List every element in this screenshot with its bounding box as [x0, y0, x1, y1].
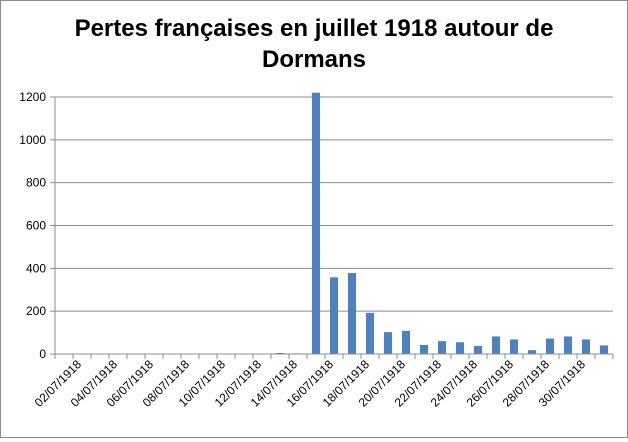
y-tick-label: 400 [26, 261, 46, 275]
y-tick-label: 800 [26, 176, 46, 190]
bar-25/07/1918 [492, 336, 500, 354]
bar-15/07/1918 [312, 93, 320, 354]
bar-26/07/1918 [510, 339, 518, 354]
bar-23/07/1918 [456, 342, 464, 354]
bar-21/07/1918 [420, 345, 428, 354]
chart-title-line-2: Dormans [262, 46, 366, 73]
bar-17/07/1918 [348, 273, 356, 354]
bars [186, 93, 608, 354]
bar-19/07/1918 [384, 332, 392, 354]
y-tick-label: 1000 [19, 133, 46, 147]
bar-18/07/1918 [366, 313, 374, 354]
bar-29/07/1918 [564, 336, 572, 354]
bar-16/07/1918 [330, 277, 338, 354]
bar-31/07/1918 [600, 345, 608, 354]
y-tick-label: 0 [39, 347, 46, 361]
x-tick-labels: 02/07/191804/07/191806/07/191808/07/1918… [32, 357, 589, 410]
bar-30/07/1918 [582, 339, 590, 354]
y-tick-label: 1200 [19, 90, 46, 104]
bar-27/07/1918 [528, 350, 536, 354]
bar-28/07/1918 [546, 339, 554, 354]
bar-22/07/1918 [438, 341, 446, 354]
y-tick-labels: 0 200 400 600 800 1000 1200 [19, 90, 46, 361]
y-tick-label: 600 [26, 219, 46, 233]
chart-title-line-1: Pertes françaises en juillet 1918 autour… [75, 15, 554, 42]
y-tick-label: 200 [26, 304, 46, 318]
bar-20/07/1918 [402, 331, 410, 354]
bar-24/07/1918 [474, 346, 482, 354]
